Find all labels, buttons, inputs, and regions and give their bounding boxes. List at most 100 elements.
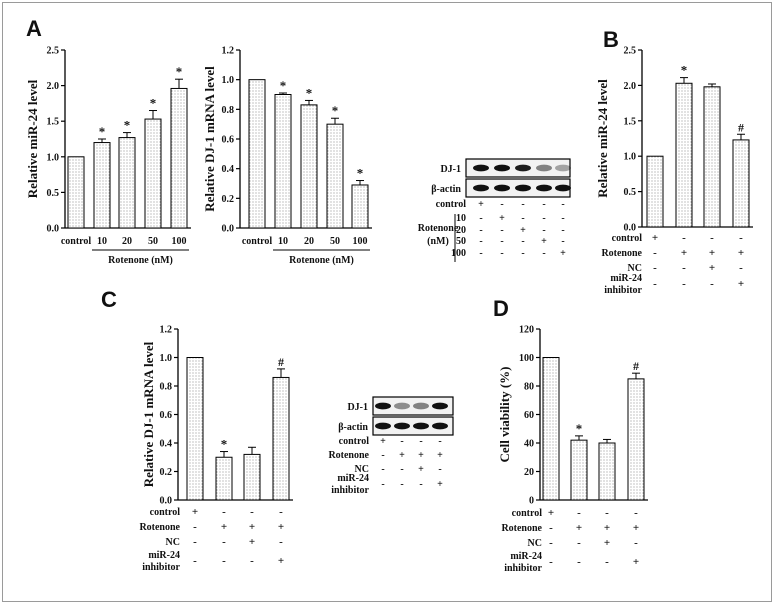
chart-c-bar	[272, 376, 290, 501]
blot-C-condition-label: control	[339, 436, 370, 447]
chart-c-condition-sign: -	[222, 555, 226, 567]
blot-A-condition-sign: -	[521, 236, 524, 247]
chart-a2-x-tick-label: 10	[278, 236, 288, 247]
chart-d-condition-label: NC	[528, 538, 542, 549]
chart-a2-x-tick-label: 50	[330, 236, 340, 247]
chart-a1-ytick-label: 1.0	[47, 152, 60, 163]
blot-A-condition-sign: -	[561, 236, 564, 247]
chart-a1-significance-mark: *	[150, 96, 157, 111]
chart-d-ytick-label: 0	[529, 496, 534, 507]
chart-d-condition-sign: -	[549, 522, 553, 534]
chart-a2-significance-mark: *	[280, 78, 287, 93]
chart-b-condition-sign: -	[710, 232, 714, 244]
chart-d-condition-sign: -	[577, 507, 581, 519]
chart-c-condition-sign: +	[221, 521, 227, 533]
chart-c-significance-mark: #	[278, 355, 284, 369]
chart-d-condition-sign: +	[633, 522, 639, 534]
chart-d-condition-sign: -	[634, 537, 638, 549]
chart-b-ytick-label: 1.0	[624, 152, 637, 163]
chart-d-condition-sign: +	[604, 537, 610, 549]
chart-c-condition-label: Rotenone	[139, 522, 180, 533]
blot-A-band	[473, 164, 489, 172]
chart-a2-significance-mark: *	[357, 166, 364, 181]
blot-A-row-label: DJ-1	[440, 164, 461, 175]
chart-c-condition-sign: -	[279, 536, 283, 548]
chart-c-ytick-label: 1.2	[160, 325, 173, 336]
chart-a2-ylabel: Relative DJ-1 mRNA level	[202, 66, 217, 212]
chart-c-ytick-label: 1.0	[160, 353, 173, 364]
chart-b-condition-sign: -	[653, 278, 657, 290]
blot-A-condition-sign: -	[479, 248, 482, 259]
blot-C-row-label: DJ-1	[347, 402, 368, 413]
blot-A-group-label: Rotenone	[418, 223, 459, 234]
chart-c-condition-sign: -	[193, 521, 197, 533]
chart-a1-bar	[67, 156, 85, 229]
blot-C-band	[432, 422, 448, 430]
blot-C-condition-sign: -	[438, 436, 441, 447]
chart-c-bar	[186, 357, 204, 501]
chart-b-significance-mark: *	[681, 63, 688, 78]
blot-A-condition-sign: -	[479, 213, 482, 224]
blot-C-band	[394, 402, 410, 410]
blot-C-band	[432, 402, 448, 410]
chart-a2-bar	[248, 79, 266, 229]
chart-c-ytick-label: 0.6	[160, 410, 173, 421]
blot-A-condition-sign: -	[521, 199, 524, 210]
chart-d-bar	[542, 357, 560, 501]
blot-C-condition-sign: +	[437, 479, 443, 490]
chart-d-ytick-label: 80	[524, 382, 534, 393]
chart-c-ytick-label: 0.4	[160, 439, 173, 450]
chart-d-significance-mark: #	[633, 359, 639, 373]
chart-d-ytick-label: 40	[524, 439, 534, 450]
chart-c-condition-label: control	[150, 507, 181, 518]
blot-A-condition-sign: -	[542, 213, 545, 224]
blot-A-condition-label: 20	[456, 225, 466, 236]
chart-a2-group-label: Rotenone (nM)	[289, 255, 354, 266]
chart-c-condition-sign: -	[193, 536, 197, 548]
chart-c-condition-sign: -	[279, 506, 283, 518]
chart-d-condition-sign: -	[577, 556, 581, 568]
chart-c-condition-sign: -	[222, 536, 226, 548]
blot-A-band	[555, 164, 571, 172]
chart-d-condition-label: inhibitor	[504, 563, 542, 574]
blot-C-condition-label: inhibitor	[331, 485, 369, 496]
chart-a2-x-tick-label: control	[242, 236, 273, 247]
chart-c-condition-sign: -	[250, 555, 254, 567]
blot-A-condition-sign: +	[520, 225, 526, 236]
chart-a2-ytick-label: 0.6	[222, 135, 235, 146]
chart-a1-ytick-label: 2.0	[47, 81, 60, 92]
chart-c-condition-sign: +	[278, 555, 284, 567]
blot-A-condition-sign: +	[541, 236, 547, 247]
blot-C-band	[375, 402, 391, 410]
chart-a1-bar	[93, 142, 111, 229]
chart-b-condition-sign: -	[682, 278, 686, 290]
chart-d-bar	[627, 378, 645, 501]
blot-C-row-label: β-actin	[338, 422, 368, 433]
blot-C-band	[394, 422, 410, 430]
chart-c-bar	[215, 456, 233, 501]
blot-A-band	[515, 164, 531, 172]
chart-a1-bar	[118, 137, 136, 229]
chart-b-condition-sign: -	[653, 247, 657, 259]
chart-d-ylabel: Cell viability (%)	[497, 366, 512, 462]
blot-C-condition-label: NC	[355, 464, 369, 475]
chart-a1-x-tick-label: 100	[172, 236, 187, 247]
chart-b-bar	[646, 155, 664, 228]
chart-d-significance-mark: *	[576, 421, 583, 436]
chart-d-condition-sign: +	[548, 507, 554, 519]
blot-A-condition-sign: -	[561, 225, 564, 236]
chart-a1-ytick-label: 0.5	[47, 188, 60, 199]
chart-a1-x-tick-label: control	[61, 236, 92, 247]
chart-a2-ytick-label: 0.8	[222, 105, 235, 116]
blot-A-band	[494, 164, 510, 172]
chart-c-ytick-label: 0.8	[160, 382, 173, 393]
chart-a1-significance-mark: *	[99, 124, 106, 139]
chart-a2-bar	[351, 184, 369, 229]
chart-b-significance-mark: #	[738, 120, 744, 134]
blot-C-band	[413, 402, 429, 410]
blot-A-band	[536, 164, 552, 172]
chart-b-ylabel: Relative miR-24 level	[595, 79, 610, 198]
blot-C-condition-sign: +	[437, 450, 443, 461]
